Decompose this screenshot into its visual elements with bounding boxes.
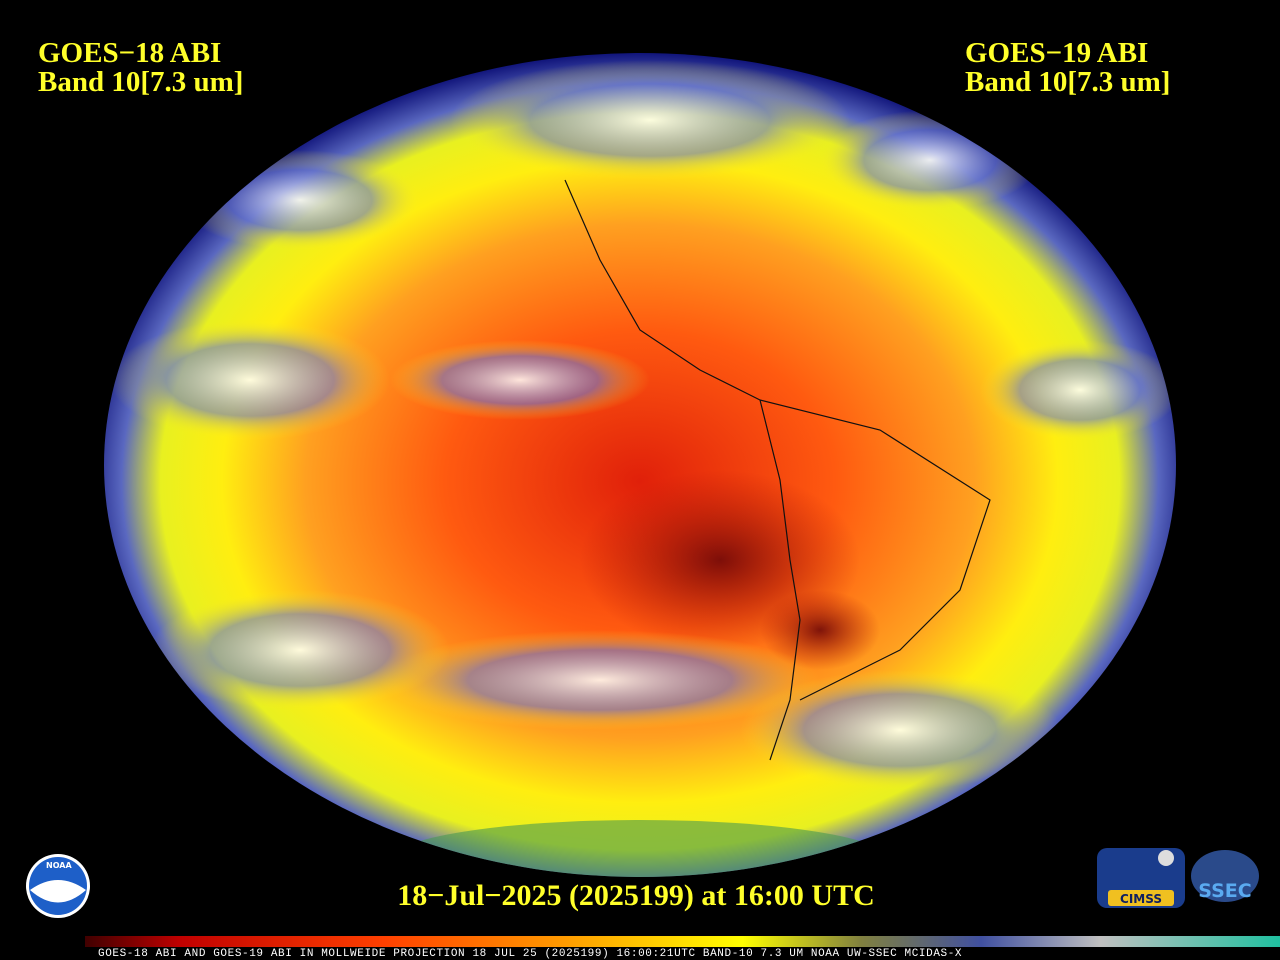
timestamp: 18−Jul−2025 (2025199) at 16:00 UTC: [397, 879, 875, 912]
info-bar: GOES-18 ABI AND GOES-19 ABI IN MOLLWEIDE…: [98, 948, 962, 960]
ssec-logo: SSEC: [1191, 850, 1259, 902]
color-scale: [85, 936, 1280, 947]
left-band: Band 10[7.3 um]: [38, 66, 243, 98]
cimss-logo: CIMSS: [1097, 848, 1185, 908]
ssec-label: SSEC: [1198, 880, 1251, 902]
right-band: Band 10[7.3 um]: [965, 66, 1170, 98]
right-title: GOES−19 ABI: [965, 37, 1148, 69]
noaa-logo: NOAA: [26, 854, 90, 918]
cloud-features: [110, 60, 1176, 877]
coastline: [564, 179, 991, 761]
cimss-label: CIMSS: [1120, 892, 1162, 906]
noaa-label: NOAA: [46, 861, 72, 870]
left-title: GOES−18 ABI: [38, 37, 221, 69]
